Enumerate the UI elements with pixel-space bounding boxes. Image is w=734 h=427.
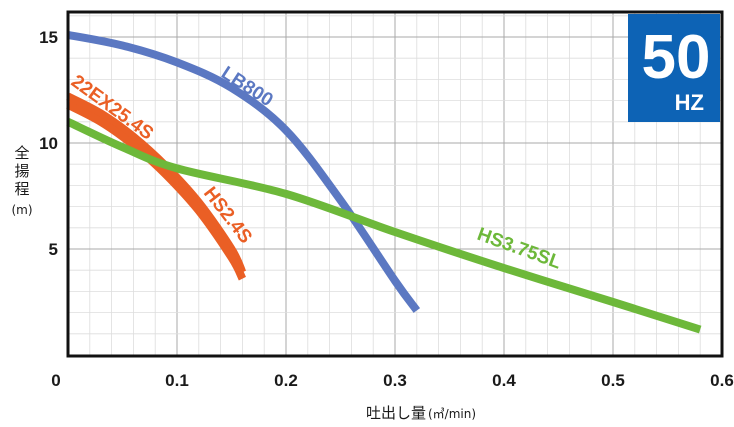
y-tick-label: 15 <box>39 28 58 47</box>
badge-frequency: 50 <box>642 23 711 92</box>
y-axis-char-3: 程 <box>14 180 29 198</box>
x-tick-label: 0.6 <box>710 371 734 390</box>
x-tick-label: 0 <box>51 371 60 390</box>
x-tick-label: 0.4 <box>492 371 516 390</box>
y-axis-unit: (m) <box>11 203 32 217</box>
plot-frame <box>66 10 724 358</box>
y-axis-char-1: 全 <box>14 144 29 162</box>
x-tick-label: 0.3 <box>383 371 407 390</box>
curve-hs3-75sl <box>66 118 702 334</box>
x-axis-label: 吐出し量 <box>366 404 426 422</box>
curve-lb800 <box>67 30 421 313</box>
tick-labels: 0 0.1 0.2 0.3 0.4 0.5 0.6 5 10 15 <box>39 28 734 390</box>
frequency-badge: 50 HZ <box>628 14 720 122</box>
curves <box>66 30 702 334</box>
y-axis-title: 全 揚 程 (m) <box>11 144 32 217</box>
curve-hs2-4s <box>66 101 247 281</box>
y-tick-label: 5 <box>49 240 58 259</box>
x-tick-label: 0.5 <box>601 371 625 390</box>
x-tick-label: 0.1 <box>165 371 189 390</box>
x-tick-label: 0.2 <box>274 371 298 390</box>
badge-background <box>628 14 720 122</box>
x-axis-title: 吐出し量 (㎥/min) <box>366 404 476 422</box>
y-tick-label: 10 <box>39 134 58 153</box>
y-axis-char-2: 揚 <box>14 162 29 180</box>
badge-unit: HZ <box>675 90 704 115</box>
x-axis-unit: (㎥/min) <box>428 407 476 421</box>
